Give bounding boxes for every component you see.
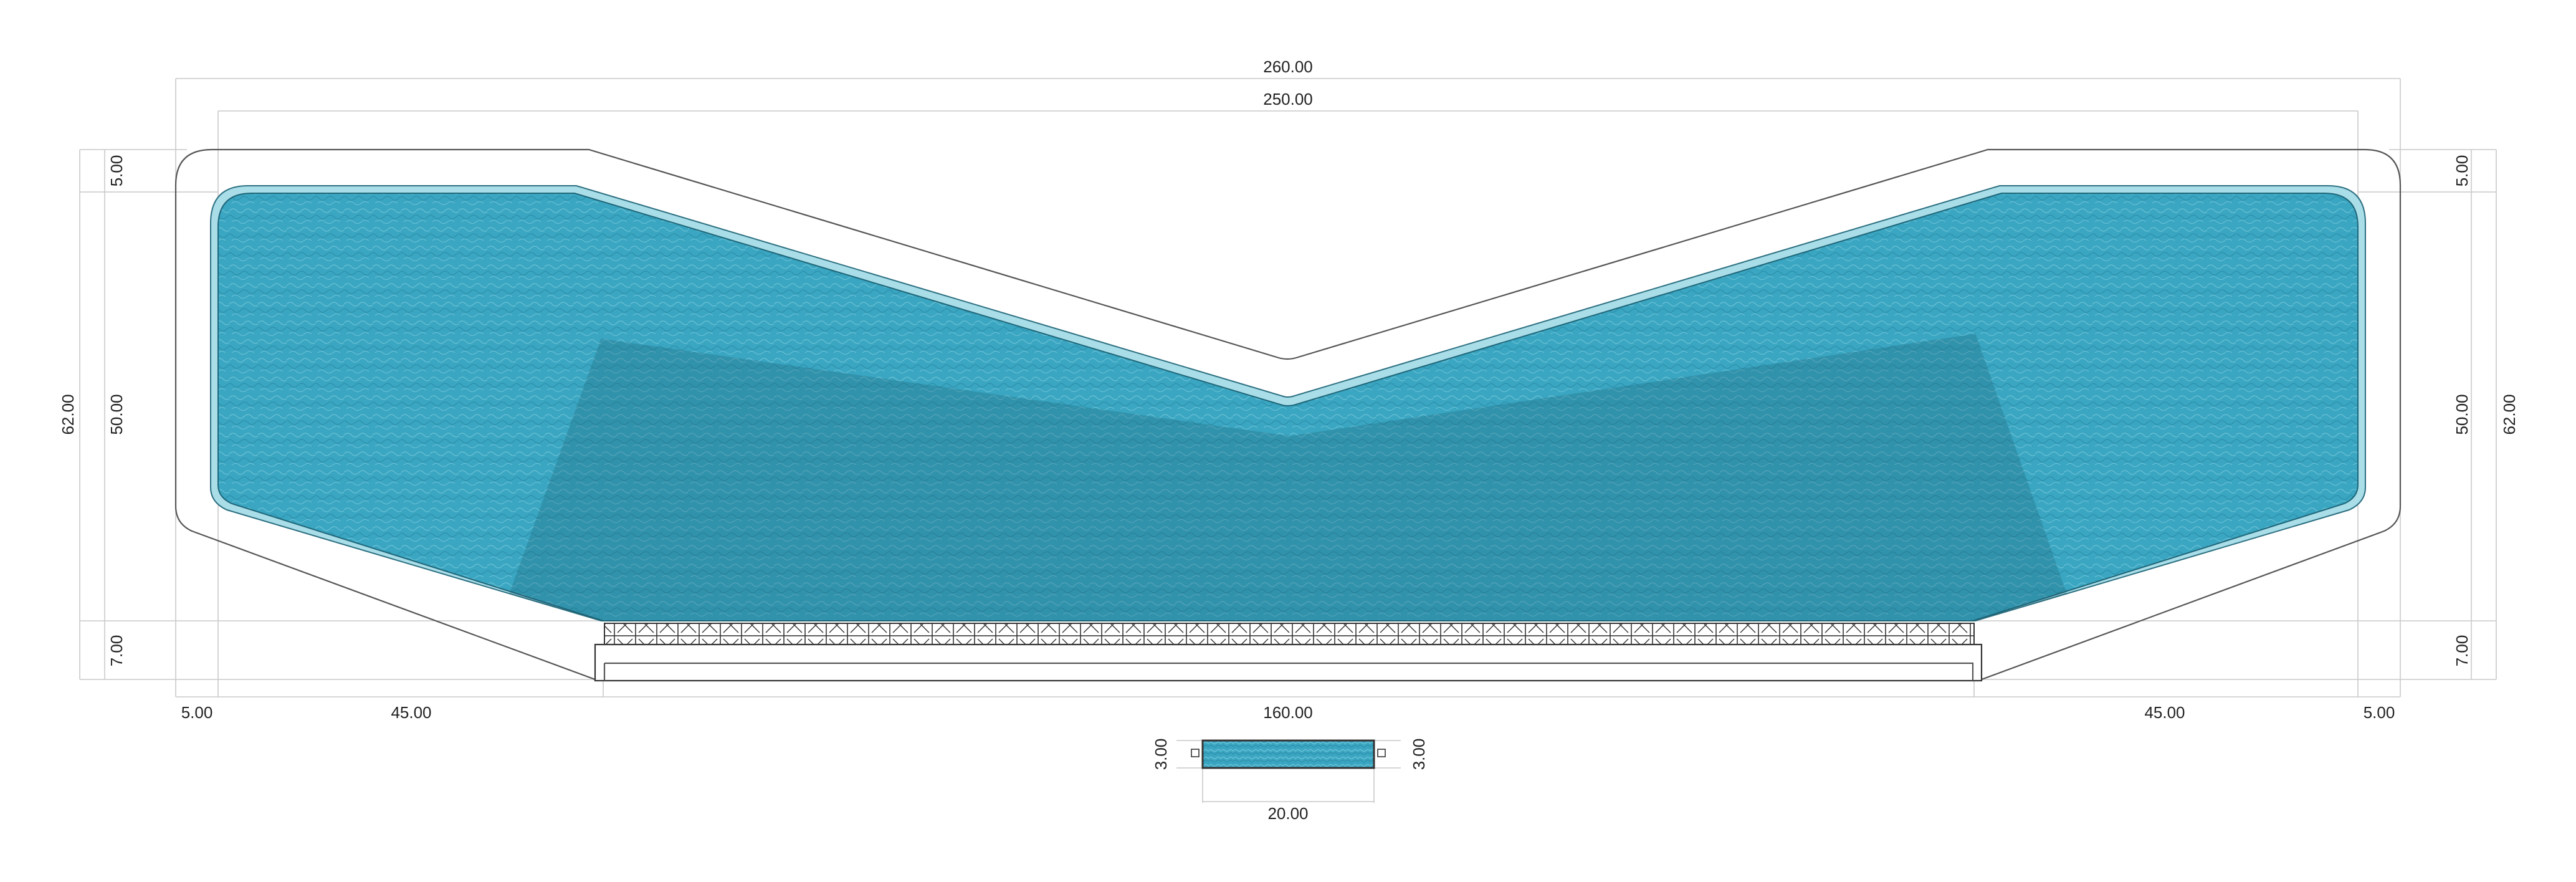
edge-frame <box>594 643 1983 682</box>
dim-left-mid: 50.00 <box>107 394 126 434</box>
section-water-sample <box>1201 739 1375 769</box>
dim-right-mid: 50.00 <box>2453 394 2471 434</box>
dim-bottom-left-slope: 45.00 <box>391 703 431 722</box>
section-left-height: 3.00 <box>1152 739 1170 770</box>
section-right-height: 3.00 <box>1410 739 1428 770</box>
section-width: 20.00 <box>1267 804 1308 823</box>
deep-zone <box>509 333 2067 621</box>
pool-water <box>210 185 2366 621</box>
section-right-marker <box>1377 749 1386 757</box>
deck-outline <box>174 148 2402 681</box>
dim-top-inner: 250.00 <box>1263 90 1313 108</box>
dim-left-total: 62.00 <box>59 394 77 434</box>
dim-bottom-right-slope: 45.00 <box>2144 703 2185 722</box>
dim-left-top: 5.00 <box>107 155 126 187</box>
dim-top-overall: 260.00 <box>1263 57 1313 76</box>
dim-right-total: 62.00 <box>2500 394 2519 434</box>
dim-right-top: 5.00 <box>2453 155 2471 187</box>
dim-bottom-center: 160.00 <box>1263 703 1313 722</box>
dim-right-bottom: 7.00 <box>2453 635 2471 667</box>
overflow-grating <box>604 623 1975 645</box>
dim-bottom-right-edge: 5.00 <box>2364 703 2395 722</box>
dim-bottom-left-edge: 5.00 <box>181 703 213 722</box>
section-detail: 3.00 3.00 20.00 <box>1152 739 1428 823</box>
dim-left-bottom: 7.00 <box>107 635 126 667</box>
section-left-marker <box>1191 749 1200 757</box>
